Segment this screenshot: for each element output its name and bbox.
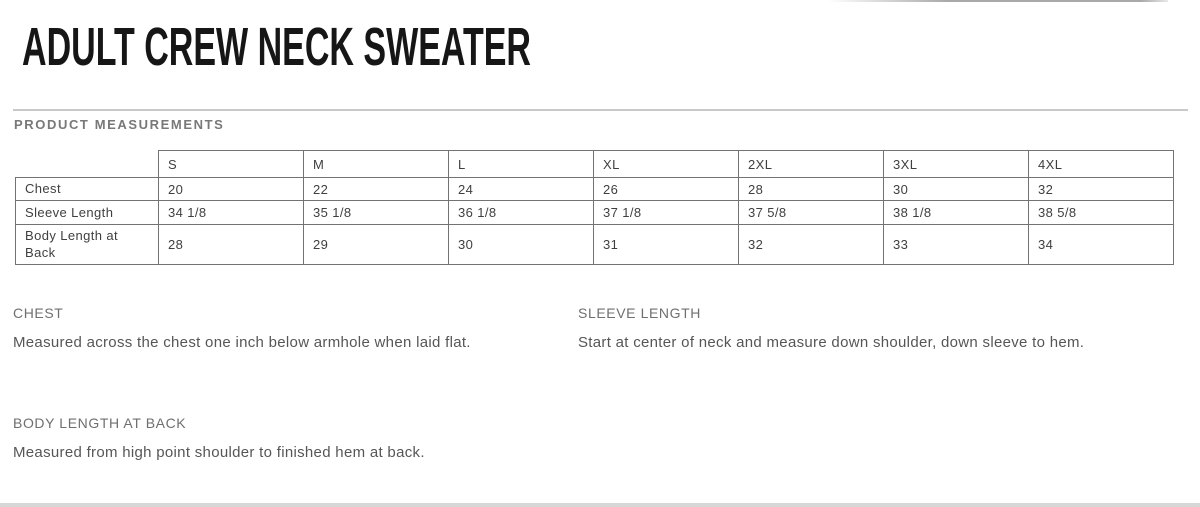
measurement-cell: 24 (448, 176, 594, 202)
definition-chest: CHEST Measured across the chest one inch… (13, 305, 558, 356)
size-column-header: XL (593, 150, 739, 178)
measurement-cell: 28 (158, 224, 304, 265)
measurement-cell: 34 (1028, 224, 1174, 265)
measurement-cell: 28 (738, 176, 884, 202)
row-label-cell: Sleeve Length (15, 200, 159, 226)
measurement-cell: 29 (303, 224, 449, 265)
size-column-header: M (303, 150, 449, 178)
page-title: ADULT CREW NECK SWEATER (22, 17, 532, 77)
size-column-header: L (448, 150, 594, 178)
measurement-cell: 34 1/8 (158, 200, 304, 226)
measurement-cell: 36 1/8 (448, 200, 594, 226)
definition-text: Measured across the chest one inch below… (13, 334, 471, 351)
section-divider (13, 109, 1188, 111)
table-row: Sleeve Length 34 1/8 35 1/8 36 1/8 37 1/… (15, 200, 1174, 226)
row-label-cell: Body Length at Back (15, 224, 159, 265)
product-measurements-heading: PRODUCT MEASUREMENTS (14, 117, 225, 132)
measurement-cell: 32 (1028, 176, 1174, 202)
measurement-cell: 38 5/8 (1028, 200, 1174, 226)
table-header-row: S M L XL 2XL 3XL 4XL (16, 150, 1174, 178)
definition-heading: SLEEVE LENGTH (578, 305, 701, 321)
measurement-cell: 30 (448, 224, 594, 265)
bottom-bar (0, 503, 1200, 507)
size-column-header: 4XL (1028, 150, 1174, 178)
definition-sleeve-length: SLEEVE LENGTH Start at center of neck an… (578, 305, 1106, 356)
definition-text: Measured from high point shoulder to fin… (13, 444, 425, 461)
definition-heading: BODY LENGTH AT BACK (13, 415, 187, 431)
definition-heading: CHEST (13, 305, 64, 321)
measurement-cell: 26 (593, 176, 739, 202)
row-label-cell: Chest (15, 176, 159, 202)
size-column-header: S (158, 150, 304, 178)
measurement-cell: 20 (158, 176, 304, 202)
size-column-header: 3XL (883, 150, 1029, 178)
definition-text: Start at center of neck and measure down… (578, 334, 1085, 351)
measurement-cell: 35 1/8 (303, 200, 449, 226)
measurement-cell: 30 (883, 176, 1029, 202)
measurement-cell: 22 (303, 176, 449, 202)
table-row: Body Length at Back 28 29 30 31 32 33 34 (15, 224, 1174, 265)
table-corner-cell (16, 151, 159, 178)
definition-body-length-at-back: BODY LENGTH AT BACK Measured from high p… (13, 415, 558, 466)
measurements-table: S M L XL 2XL 3XL 4XL Chest 20 22 24 26 2… (15, 150, 1174, 265)
measurement-cell: 37 5/8 (738, 200, 884, 226)
measurement-cell: 33 (883, 224, 1029, 265)
table-row: Chest 20 22 24 26 28 30 32 (15, 176, 1174, 202)
top-edge-line (828, 0, 1168, 2)
measurement-cell: 37 1/8 (593, 200, 739, 226)
size-column-header: 2XL (738, 150, 884, 178)
measurement-cell: 31 (593, 224, 739, 265)
measurement-cell: 32 (738, 224, 884, 265)
measurement-cell: 38 1/8 (883, 200, 1029, 226)
